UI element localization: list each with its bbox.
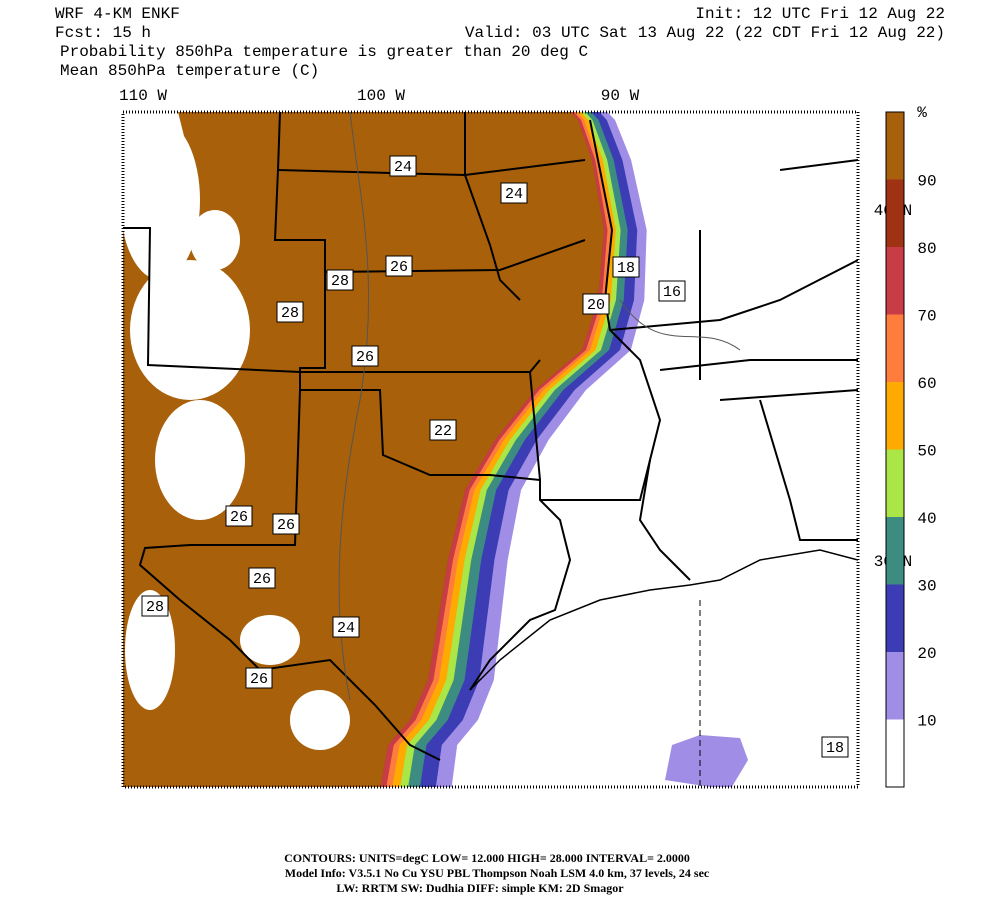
colorbar-label: 80 (917, 240, 936, 258)
boundary-line (589, 119, 691, 581)
terrain-gap (125, 590, 175, 710)
contour-label: 28 (281, 305, 299, 322)
terrain-gap (190, 210, 240, 270)
contour-label-box (225, 505, 253, 527)
contour-label-box (429, 419, 457, 441)
contour-label-box (582, 293, 610, 315)
contour-label: 16 (663, 284, 681, 301)
colorbar-unit: % (917, 104, 927, 122)
colorbar-segment (886, 112, 904, 180)
boundary-line (324, 239, 586, 273)
contour-label: 24 (505, 186, 523, 203)
boundary-line (469, 371, 572, 691)
colorbar-segment (886, 382, 904, 450)
longitude-label: 100 W (357, 87, 405, 105)
colorbar-label: 90 (917, 173, 936, 191)
boundary-line (540, 459, 651, 501)
contour-label: 26 (230, 509, 248, 526)
contour-label: 24 (337, 620, 355, 637)
colorbar-frame (885, 111, 905, 788)
boundary-line (609, 259, 858, 331)
colorbar-segment (886, 652, 904, 720)
colorbar-label: 20 (917, 645, 936, 663)
contour-label-box (351, 345, 379, 367)
footer-line: LW: RRTM SW: Dudhia DIFF: simple KM: 2D … (336, 881, 624, 895)
footer-line: CONTOURS: UNITS=degC LOW= 12.000 HIGH= 2… (284, 851, 690, 865)
longitude-label: 90 W (601, 87, 640, 105)
boundary-line (123, 227, 541, 373)
contour-label: 18 (617, 260, 635, 277)
contour-label-box (141, 595, 169, 617)
valid-time: Valid: 03 UTC Sat 13 Aug 22 (22 CDT Fri … (465, 24, 945, 42)
map-area: 24 24 26 28 28 26 22 26 26 26 28 24 26 18 16 20 18 (123, 112, 858, 787)
boundary-line (759, 399, 858, 541)
terrain-gap (290, 690, 350, 750)
colorbar-label: 10 (917, 713, 936, 731)
colorbar-segment (886, 247, 904, 315)
coastline (469, 549, 858, 691)
boundary-line (138, 389, 441, 761)
colorbar-segment (886, 179, 904, 247)
contour-label-box (385, 255, 413, 277)
terrain-gap (123, 112, 185, 230)
contour-label-box (821, 736, 849, 758)
contour-label: 22 (434, 423, 452, 440)
field-subtitle: Mean 850hPa temperature (C) (60, 62, 319, 80)
colorbar: 10 20 30 40 50 60 70 80 90% (885, 104, 937, 788)
contour-label: 26 (277, 517, 295, 534)
contour-label-box (500, 182, 528, 204)
boundary-line (659, 359, 858, 371)
contour-label-box (326, 269, 354, 291)
contour-label: 28 (146, 599, 164, 616)
contour-label-box (389, 155, 417, 177)
contour-label-box (248, 567, 276, 589)
colorbar-label: 40 (917, 510, 936, 528)
boundary-line (273, 112, 541, 481)
boundary-line (719, 389, 858, 401)
contour-line (619, 299, 741, 351)
forecast-hour: Fcst: 15 h (55, 24, 151, 42)
boundary-line (779, 159, 858, 171)
probability-area (665, 735, 748, 787)
colorbar-label: 50 (917, 443, 936, 461)
terrain-gap (240, 615, 300, 665)
colorbar-label: 30 (917, 578, 936, 596)
field-title: Probability 850hPa temperature is greate… (60, 43, 588, 61)
footer-line: Model Info: V3.5.1 No Cu YSU PBL Thompso… (285, 866, 710, 880)
contour-label: 26 (390, 259, 408, 276)
colorbar-segment (886, 517, 904, 585)
contour-label: 20 (587, 297, 605, 314)
colorbar-segment (886, 584, 904, 652)
probability-band (123, 112, 604, 787)
colorbar-segment (886, 314, 904, 382)
contour-label: 26 (253, 571, 271, 588)
model-name: WRF 4-KM ENKF (55, 5, 180, 23)
terrain-gap (155, 400, 245, 520)
colorbar-label: 60 (917, 375, 936, 393)
contour-label-box (272, 513, 300, 535)
contour-label-box (245, 667, 273, 689)
contour-label: 28 (331, 273, 349, 290)
contour-label: 24 (394, 159, 412, 176)
contour-label: 26 (356, 349, 374, 366)
colorbar-label: 70 (917, 308, 936, 326)
contour-label-box (612, 256, 640, 278)
contour-label: 18 (826, 740, 844, 757)
colorbar-segment (886, 449, 904, 517)
contour-line (338, 112, 370, 701)
contour-label-box (276, 301, 304, 323)
boundary-line (464, 112, 521, 301)
contour-label-box (658, 280, 686, 302)
contour-label-box (332, 616, 360, 638)
init-time: Init: 12 UTC Fri 12 Aug 22 (695, 5, 945, 23)
colorbar-segment (886, 719, 904, 787)
contour-label: 26 (250, 671, 268, 688)
longitude-label: 110 W (119, 87, 167, 105)
